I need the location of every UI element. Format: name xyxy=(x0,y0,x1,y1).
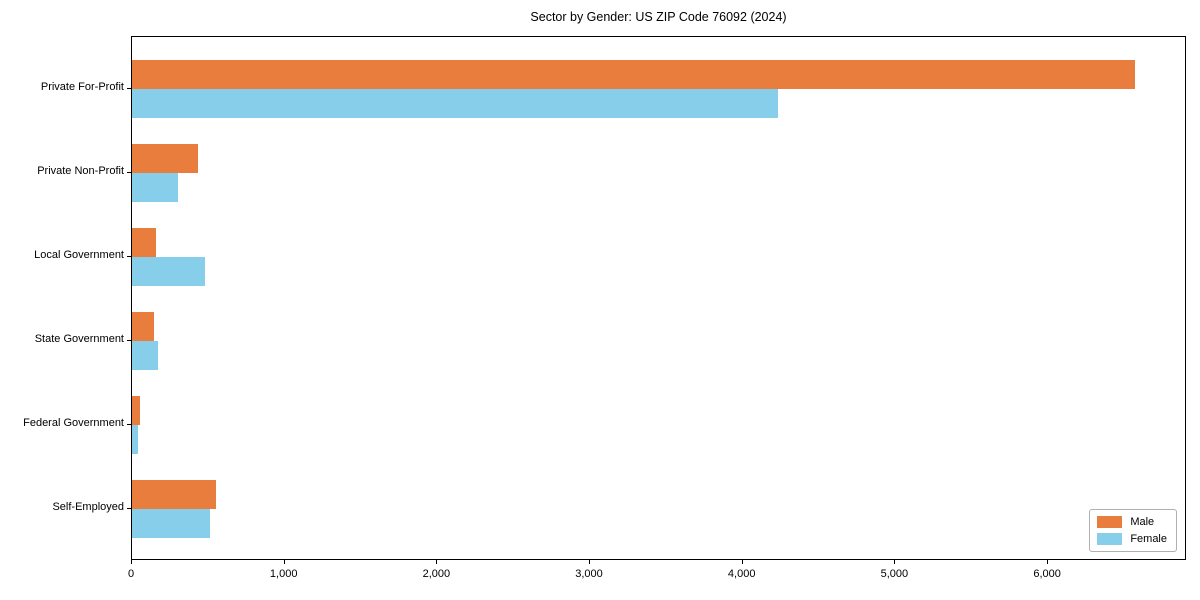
y-tick-mark xyxy=(127,508,131,509)
y-tick-mark xyxy=(127,88,131,89)
bar-female-2 xyxy=(132,173,178,202)
bar-male-1 xyxy=(132,60,1136,89)
x-tick-label: 3,000 xyxy=(575,568,603,580)
y-tick-mark xyxy=(127,340,131,341)
y-tick-label: Self-Employed xyxy=(52,501,124,513)
chart-title: Sector by Gender: US ZIP Code 76092 (202… xyxy=(530,10,787,24)
y-tick-label: State Government xyxy=(34,333,124,345)
legend-swatch-female xyxy=(1097,533,1123,545)
y-tick-label: Private Non-Profit xyxy=(37,165,124,177)
x-tick-label: 2,000 xyxy=(422,568,451,580)
x-tick-label: 6,000 xyxy=(1033,568,1061,580)
y-tick-label: Federal Government xyxy=(23,417,124,429)
bar-male-6 xyxy=(132,480,216,509)
x-tick-label: 0 xyxy=(127,568,135,580)
x-tick-mark xyxy=(283,560,285,564)
x-tick-label: 4,000 xyxy=(727,568,756,580)
x-tick-label: 1,000 xyxy=(269,568,298,580)
bar-male-3 xyxy=(132,228,157,257)
y-tick-mark xyxy=(127,172,131,173)
y-tick-mark xyxy=(127,424,131,425)
bar-female-3 xyxy=(132,257,205,286)
legend: Male Female xyxy=(1089,509,1177,552)
x-tick-label: 5,000 xyxy=(880,568,909,580)
bar-male-2 xyxy=(132,144,199,173)
bar-male-5 xyxy=(132,396,140,425)
x-tick-mark xyxy=(589,560,590,564)
legend-label-male: Male xyxy=(1130,516,1155,528)
bar-male-4 xyxy=(132,312,155,341)
x-tick-mark xyxy=(741,560,743,564)
x-tick-mark xyxy=(131,560,132,564)
y-tick-label: Local Government xyxy=(34,249,124,261)
x-tick-mark xyxy=(1047,560,1049,564)
x-tick-mark xyxy=(894,560,896,564)
legend-item-female: Female xyxy=(1097,533,1167,545)
bar-female-1 xyxy=(132,89,778,118)
y-tick-label: Private For-Profit xyxy=(40,81,124,93)
y-tick-mark xyxy=(127,256,131,257)
x-tick-mark xyxy=(436,560,438,564)
legend-label-female: Female xyxy=(1130,533,1167,545)
bar-female-6 xyxy=(132,509,210,538)
legend-swatch-male xyxy=(1097,516,1123,528)
plot-area: Male Female xyxy=(131,36,1186,560)
bar-female-4 xyxy=(132,341,158,370)
legend-item-male: Male xyxy=(1097,516,1167,528)
bar-female-5 xyxy=(132,425,138,454)
